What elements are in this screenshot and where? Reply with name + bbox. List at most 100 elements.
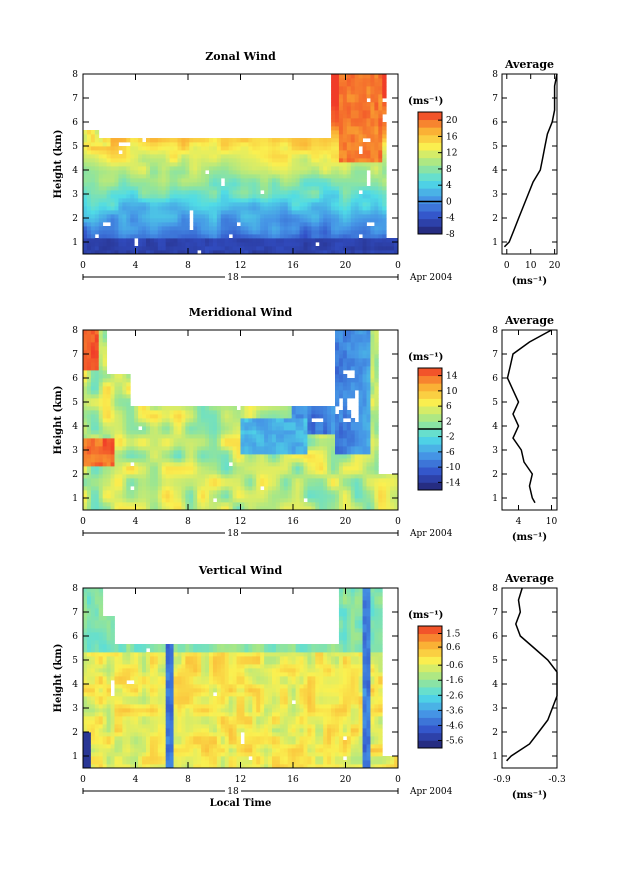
- heatmap-cell: [327, 138, 332, 143]
- heatmap-cell: [335, 490, 340, 495]
- heatmap-cell: [370, 158, 375, 163]
- heatmap-cell: [236, 194, 241, 199]
- heatmap-cell: [295, 250, 300, 255]
- heatmap-cell: [209, 466, 214, 471]
- heatmap-cell: [228, 438, 234, 443]
- heatmap-cell: [236, 490, 241, 495]
- heatmap-cell: [98, 430, 104, 435]
- heatmap-cell: [193, 490, 198, 495]
- heatmap-cell: [201, 182, 206, 187]
- heatmap-cell: [181, 434, 186, 439]
- heatmap-cell: [264, 242, 269, 247]
- heatmap-cell: [279, 190, 285, 195]
- heatmap-cell: [307, 498, 312, 503]
- heatmap-cell: [268, 198, 273, 203]
- heatmap-cell: [106, 182, 111, 187]
- heatmap-cell: [291, 202, 297, 207]
- heatmap-cell: [212, 162, 218, 167]
- heatmap-cell: [197, 418, 202, 423]
- heatmap-cell: [366, 190, 371, 195]
- heatmap-cell: [161, 222, 167, 227]
- heatmap-cell: [86, 434, 92, 439]
- heatmap-cell: [252, 170, 257, 175]
- heatmap-cell: [240, 426, 245, 431]
- heatmap-cell: [90, 462, 96, 467]
- heatmap-cell: [189, 486, 194, 491]
- heatmap-cell: [216, 234, 222, 239]
- heatmap-cell: [335, 494, 340, 499]
- profile-y-tick-label: 2: [492, 470, 498, 480]
- heatmap-cell: [319, 434, 324, 439]
- heatmap-cell: [354, 190, 360, 195]
- heatmap-cell: [177, 154, 182, 159]
- heatmap-cell: [378, 150, 383, 155]
- heatmap-cell: [346, 422, 352, 427]
- heatmap-cell: [362, 114, 367, 119]
- heatmap-cell: [134, 206, 139, 211]
- heatmap-cell: [126, 210, 131, 215]
- heatmap-cell: [220, 170, 226, 175]
- heatmap-cell: [244, 138, 249, 143]
- heatmap-cell: [252, 422, 257, 427]
- heatmap-cell: [256, 482, 261, 487]
- heatmap-cell: [374, 426, 379, 431]
- heatmap-cell: [185, 166, 190, 171]
- heatmap-cell: [370, 474, 375, 479]
- heatmap-cell: [378, 158, 383, 163]
- heatmap-cell: [193, 446, 198, 451]
- heatmap-cell: [106, 218, 111, 223]
- heatmap-cell: [126, 234, 131, 239]
- heatmap-cell: [335, 330, 340, 335]
- heatmap-cell: [366, 102, 371, 107]
- heatmap-cell: [106, 250, 111, 255]
- heatmap-cell: [295, 138, 300, 143]
- heatmap-cell: [327, 150, 332, 155]
- heatmap-cell: [169, 166, 174, 171]
- heatmap-cell: [338, 494, 344, 499]
- heatmap-cell: [118, 170, 123, 175]
- heatmap-cell: [362, 418, 367, 423]
- heatmap-cell: [161, 486, 167, 491]
- heatmap-cell: [303, 190, 308, 195]
- heatmap-cell: [106, 442, 111, 447]
- heatmap-cell: [386, 250, 391, 255]
- heatmap-cell: [374, 202, 379, 207]
- heatmap-cell: [149, 414, 155, 419]
- heatmap-cell: [315, 426, 320, 431]
- heatmap-cell: [126, 174, 131, 179]
- heatmap-cell: [212, 150, 218, 155]
- colorbar-tick-label: 12: [446, 149, 457, 159]
- heatmap-cell: [209, 230, 214, 235]
- heatmap-cell: [378, 90, 383, 95]
- heatmap-cell: [283, 154, 289, 159]
- heatmap-cell: [319, 138, 324, 143]
- heatmap-cell: [362, 78, 367, 83]
- heatmap-cell: [122, 182, 127, 187]
- heatmap-cell: [177, 214, 182, 219]
- heatmap-cell: [307, 182, 312, 187]
- heatmap-cell: [338, 334, 344, 339]
- heatmap-cell: [331, 426, 336, 431]
- heatmap-cell: [110, 194, 115, 199]
- heatmap-cell: [248, 174, 253, 179]
- heatmap-cell: [146, 202, 151, 207]
- heatmap-cell: [193, 142, 198, 147]
- heatmap-cell: [209, 150, 214, 155]
- heatmap-cell: [83, 342, 88, 347]
- heatmap-cell: [283, 230, 289, 235]
- heatmap-cell: [346, 366, 352, 371]
- heatmap-cell: [201, 462, 206, 467]
- heatmap-cell: [94, 442, 100, 447]
- heatmap-cell: [118, 470, 123, 475]
- heatmap-cell: [382, 134, 387, 139]
- heatmap-cell: [279, 158, 285, 163]
- colorbar-segment: [418, 127, 442, 136]
- heatmap-cell: [370, 354, 375, 359]
- heatmap-cell: [307, 430, 312, 435]
- heatmap-cell: [240, 462, 245, 467]
- heatmap-cell: [311, 150, 316, 155]
- heatmap-cell: [346, 454, 352, 459]
- x-tick-label: 8: [185, 517, 191, 527]
- heatmap-cell: [252, 158, 257, 163]
- heatmap-cell: [102, 250, 108, 255]
